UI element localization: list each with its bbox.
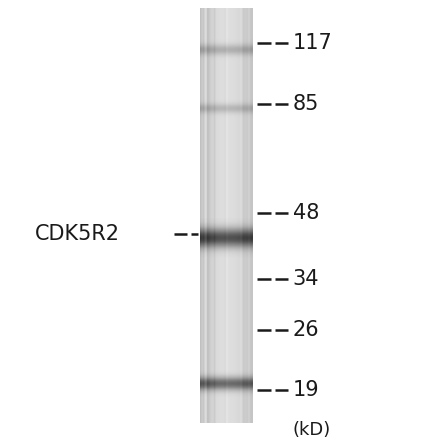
Text: 26: 26 [293, 321, 319, 340]
Text: 48: 48 [293, 203, 319, 223]
Text: 117: 117 [293, 33, 332, 53]
Text: 19: 19 [293, 381, 319, 400]
Text: CDK5R2: CDK5R2 [35, 224, 120, 244]
Text: (kD): (kD) [293, 421, 331, 439]
Text: 85: 85 [293, 94, 319, 114]
Text: 34: 34 [293, 269, 319, 289]
